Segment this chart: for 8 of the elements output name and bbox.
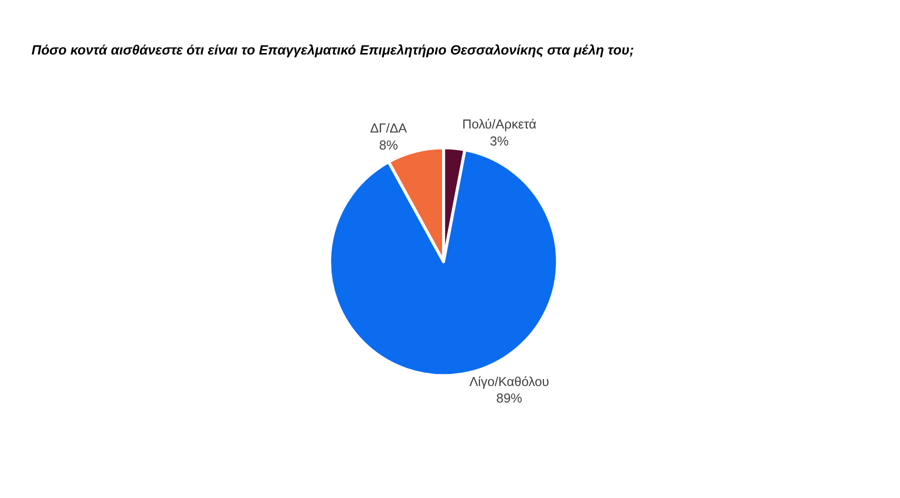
pie-slice: [328, 148, 559, 378]
data-label: 3%: [490, 133, 510, 148]
slice-label: Λίγο/Καθόλου: [469, 374, 550, 389]
data-label: 89%: [496, 390, 523, 406]
slice-label: ΔΓ/ΔΑ: [370, 120, 408, 136]
chart-title: Πόσο κοντά αισθάνεστε ότι είναι το Επαγγελματικό Επιμελητήριο Θεσσαλονίκης στα μέλη του;: [32, 42, 634, 58]
slice-label: Πολύ/Αρκετά: [462, 116, 537, 132]
data-label: 8%: [379, 137, 398, 152]
